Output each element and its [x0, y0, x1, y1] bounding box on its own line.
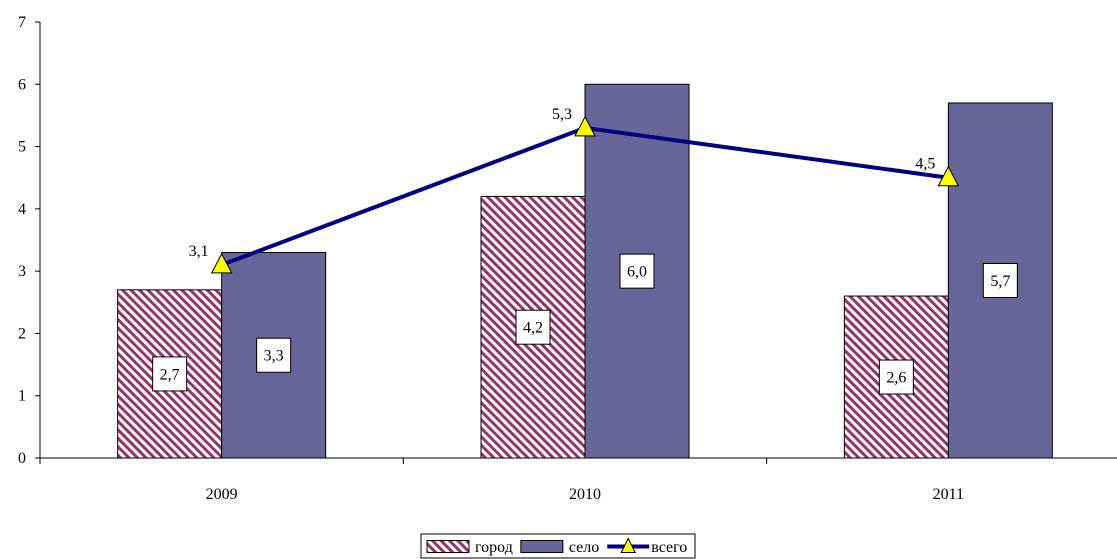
data-label: 4,2: [523, 320, 543, 337]
y-tick-label: 1: [18, 388, 26, 405]
legend-label-город: город: [475, 539, 513, 556]
data-label: 5,7: [990, 273, 1010, 290]
data-label-box: [982, 262, 1018, 298]
legend: город село всего: [420, 533, 696, 559]
line-marker-2011: [937, 165, 960, 187]
bar-город-2009: [117, 289, 223, 459]
data-label-box: [878, 359, 914, 395]
x-tick-label: 2011: [933, 486, 964, 503]
legend-swatch-село: [520, 540, 564, 553]
data-label-box: [515, 309, 551, 345]
data-label: 6,0: [627, 264, 647, 281]
x-tick-label: 2010: [569, 486, 601, 503]
data-label: 2,7: [160, 366, 180, 383]
data-label-box: [152, 356, 188, 392]
line-series: [210, 115, 960, 274]
line-data-label: 3,1: [189, 243, 209, 260]
legend-marker-всего: [620, 537, 637, 553]
data-label: 2,6: [886, 370, 906, 387]
y-tick-label: 0: [18, 450, 26, 467]
y-tick-label: 3: [18, 263, 26, 280]
line-marker-2010: [574, 115, 596, 137]
data-label-box: [619, 253, 655, 289]
line-data-label: 5,3: [552, 106, 572, 123]
y-tick-label: 7: [18, 14, 26, 31]
legend-label-село: село: [569, 539, 599, 556]
bars: [117, 83, 1053, 459]
line-marker-2009: [210, 252, 233, 274]
y-tick-label: 5: [18, 139, 26, 156]
x-tick-label: 2009: [206, 486, 238, 503]
y-tick-label: 2: [18, 325, 26, 342]
legend-swatch-город: [426, 540, 470, 553]
data-label-box: [256, 337, 292, 373]
y-tick-label: 4: [18, 201, 26, 218]
line-data-label: 4,5: [915, 156, 935, 173]
legend-label-всего: всего: [651, 539, 687, 556]
data-label: 3,3: [264, 348, 284, 365]
data-labels: 2,7 4,2 2,6 3,3 6,0 5,7 3,1 5,3 4,5: [152, 106, 1018, 395]
y-tick-label: 6: [18, 76, 26, 93]
